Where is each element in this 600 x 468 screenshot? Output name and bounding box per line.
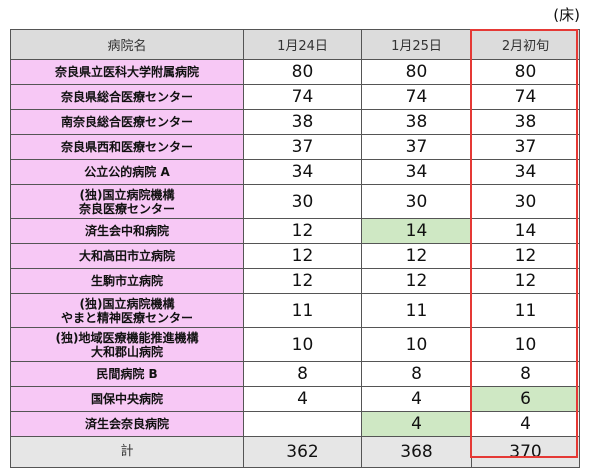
table-row: 大和高田市立病院 12 12 12 (10, 243, 580, 269)
hospital-name: (独)地域医療機能推進機構 大和郡山病院 (10, 327, 244, 362)
value-jan24: 34 (243, 159, 362, 185)
unit-label: (床) (553, 6, 580, 24)
value-jan25: 37 (361, 134, 472, 160)
value-feb-early-highlighted: 6 (471, 386, 580, 412)
value-jan24: 30 (243, 184, 362, 219)
hospital-name: 済生会中和病院 (10, 218, 244, 244)
value-jan24: 11 (243, 293, 362, 328)
total-jan24: 362 (243, 436, 362, 468)
value-jan25: 11 (361, 293, 472, 328)
hospital-name: 奈良県総合医療センター (10, 84, 244, 110)
hospital-name: 大和高田市立病院 (10, 243, 244, 269)
value-feb-early: 30 (471, 184, 580, 219)
hospital-name-line1: (独)地域医療機能推進機構 (55, 330, 199, 345)
value-feb-early: 80 (471, 59, 580, 85)
hospital-name-line2: 大和郡山病院 (90, 344, 163, 359)
value-jan24: 12 (243, 268, 362, 294)
header-jan24: 1月24日 (243, 29, 362, 60)
hospital-name: 国保中央病院 (10, 386, 244, 412)
value-jan24: 12 (243, 243, 362, 269)
value-jan24 (243, 411, 362, 437)
value-jan25: 8 (361, 361, 472, 387)
value-jan24: 10 (243, 327, 362, 362)
value-jan25: 34 (361, 159, 472, 185)
value-feb-early: 74 (471, 84, 580, 110)
header-jan25: 1月25日 (361, 29, 472, 60)
value-jan25-highlighted: 14 (361, 218, 472, 244)
table-row: 国保中央病院 4 4 6 (10, 386, 580, 412)
table-row: 奈良県総合医療センター 74 74 74 (10, 84, 580, 110)
table-row: 済生会奈良病院 4 4 (10, 411, 580, 437)
value-feb-early: 10 (471, 327, 580, 362)
value-jan25: 80 (361, 59, 472, 85)
hospital-name: 民間病院 B (10, 361, 244, 387)
bed-count-table: 病院名 1月24日 1月25日 2月初旬 奈良県立医科大学附属病院 80 80 … (10, 29, 580, 468)
table-row: (独)地域医療機能推進機構 大和郡山病院 10 10 10 (10, 327, 580, 362)
table-row: (独)国立病院機構 奈良医療センター 30 30 30 (10, 184, 580, 219)
value-jan25-highlighted: 4 (361, 411, 472, 437)
hospital-name: 生駒市立病院 (10, 268, 244, 294)
table-row: 奈良県西和医療センター 37 37 37 (10, 134, 580, 160)
value-jan24: 8 (243, 361, 362, 387)
hospital-name: 奈良県立医科大学附属病院 (10, 59, 244, 85)
value-jan25: 10 (361, 327, 472, 362)
hospital-name: 奈良県西和医療センター (10, 134, 244, 160)
hospital-name: (独)国立病院機構 奈良医療センター (10, 184, 244, 219)
hospital-name-line1: (独)国立病院機構 (79, 296, 175, 311)
total-label: 計 (10, 436, 244, 468)
value-feb-early: 38 (471, 109, 580, 135)
value-jan24: 4 (243, 386, 362, 412)
value-feb-early: 37 (471, 134, 580, 160)
table-row: 生駒市立病院 12 12 12 (10, 268, 580, 294)
total-feb-early: 370 (471, 436, 580, 468)
table-row: 奈良県立医科大学附属病院 80 80 80 (10, 59, 580, 85)
hospital-name: 公立公的病院 A (10, 159, 244, 185)
value-jan25: 12 (361, 268, 472, 294)
value-feb-early: 11 (471, 293, 580, 328)
value-jan25: 30 (361, 184, 472, 219)
value-feb-early: 4 (471, 411, 580, 437)
value-jan25: 74 (361, 84, 472, 110)
table-row: 公立公的病院 A 34 34 34 (10, 159, 580, 185)
value-jan25: 12 (361, 243, 472, 269)
value-jan24: 12 (243, 218, 362, 244)
table-header-row: 病院名 1月24日 1月25日 2月初旬 (10, 29, 580, 60)
table-row: (独)国立病院機構 やまと精神医療センター 11 11 11 (10, 293, 580, 328)
value-feb-early: 12 (471, 268, 580, 294)
value-jan24: 37 (243, 134, 362, 160)
value-feb-early: 12 (471, 243, 580, 269)
header-feb-early: 2月初旬 (471, 29, 580, 60)
value-feb-early: 14 (471, 218, 580, 244)
hospital-name-line2: 奈良医療センター (78, 201, 175, 216)
hospital-name: (独)国立病院機構 やまと精神医療センター (10, 293, 244, 328)
hospital-name: 済生会奈良病院 (10, 411, 244, 437)
total-row: 計 362 368 370 (10, 436, 580, 468)
bed-table-container: 病院名 1月24日 1月25日 2月初旬 奈良県立医科大学附属病院 80 80 … (10, 29, 580, 468)
value-feb-early: 8 (471, 361, 580, 387)
table-row: 南奈良総合医療センター 38 38 38 (10, 109, 580, 135)
value-feb-early: 34 (471, 159, 580, 185)
hospital-name: 南奈良総合医療センター (10, 109, 244, 135)
value-jan25: 38 (361, 109, 472, 135)
hospital-name-line1: (独)国立病院機構 (79, 187, 175, 202)
table-row: 民間病院 B 8 8 8 (10, 361, 580, 387)
table-row: 済生会中和病院 12 14 14 (10, 218, 580, 244)
total-jan25: 368 (361, 436, 472, 468)
value-jan24: 80 (243, 59, 362, 85)
hospital-name-line2: やまと精神医療センター (60, 310, 193, 325)
value-jan25: 4 (361, 386, 472, 412)
value-jan24: 74 (243, 84, 362, 110)
value-jan24: 38 (243, 109, 362, 135)
header-hospital: 病院名 (10, 29, 244, 60)
